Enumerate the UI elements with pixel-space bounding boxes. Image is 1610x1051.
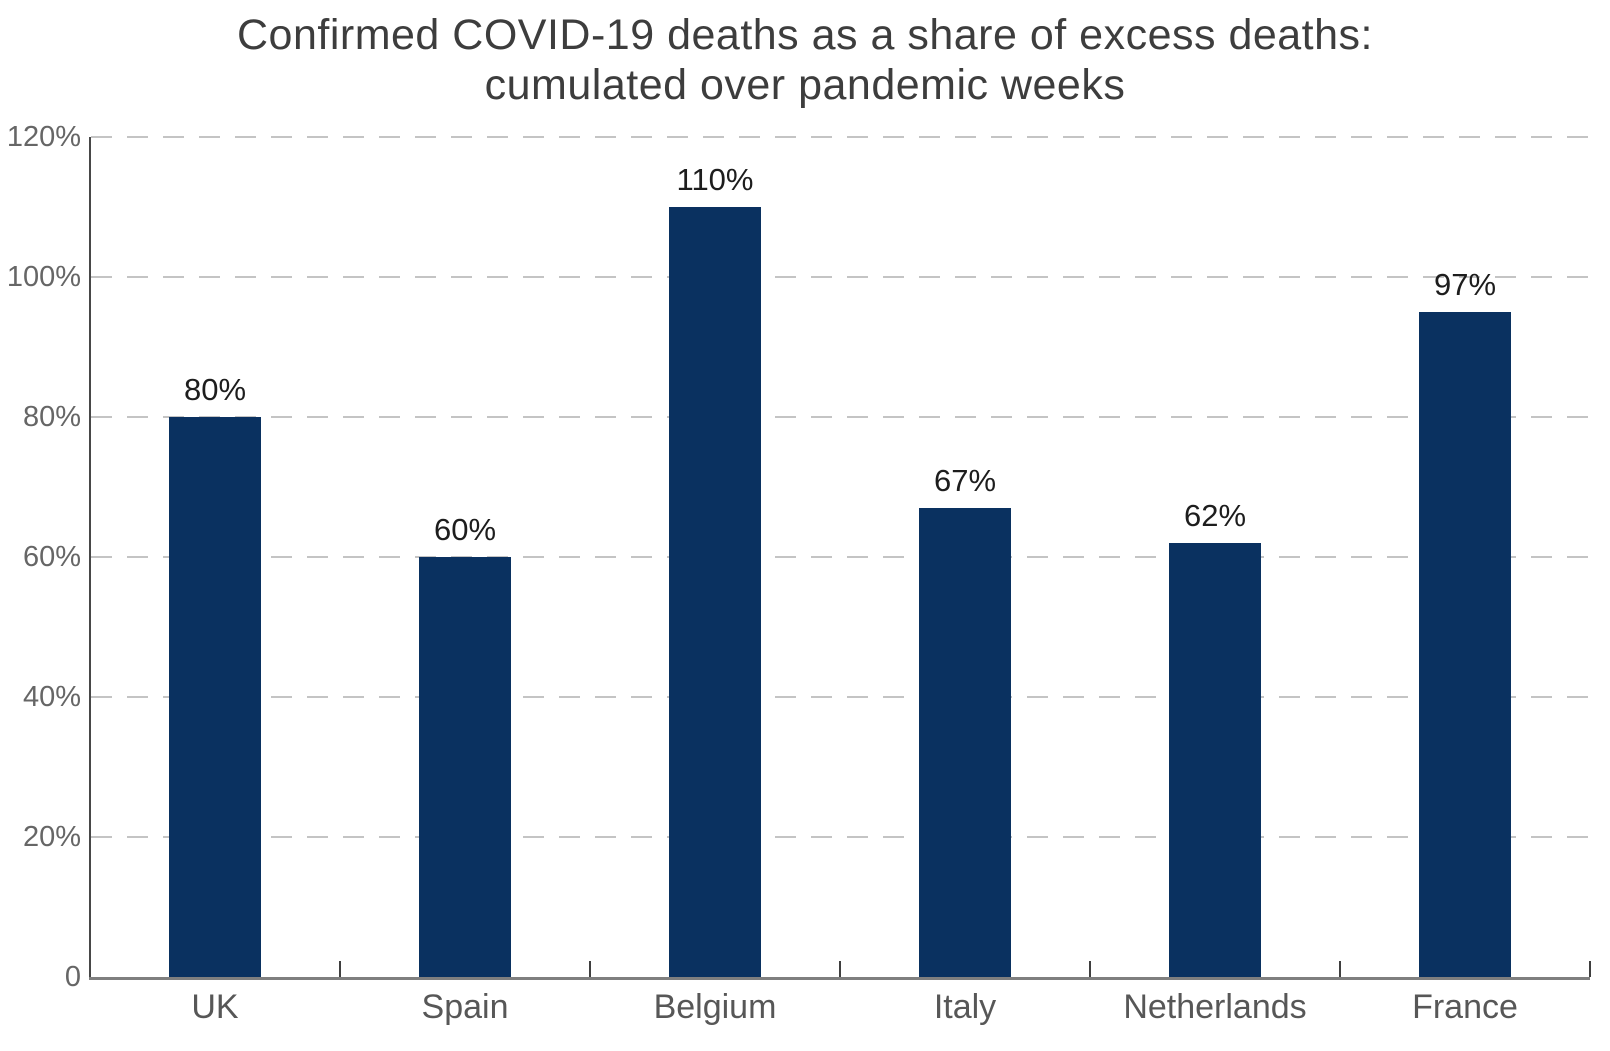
x-axis-end-tick (1589, 961, 1591, 977)
gridline-60 (91, 556, 1591, 558)
bar-uk (169, 417, 261, 977)
bar-belgium (669, 207, 761, 977)
y-axis-line (89, 137, 91, 980)
y-tick-label-80: 80% (22, 401, 81, 433)
bar-spain (419, 557, 511, 977)
x-tick-label-spain: Spain (421, 988, 509, 1026)
bar-value-label-spain: 60% (433, 512, 497, 547)
bar-netherlands (1169, 543, 1261, 977)
x-tick-label-italy: Italy (933, 988, 997, 1026)
chart-title-line-1: Confirmed COVID-19 deaths as a share of … (237, 11, 1373, 59)
chart-title: Confirmed COVID-19 deaths as a share of … (0, 10, 1610, 110)
x-axis-tick-4 (1089, 961, 1091, 977)
x-tick-label-france: France (1412, 988, 1518, 1026)
band-netherlands: 62% (1089, 137, 1340, 977)
band-belgium: 110% (589, 137, 840, 977)
plot-area: 120% 100% 80% 60% 40% 20% 0 80% 60% 110% 67% 62% 97% (7, 122, 1591, 992)
gridline-80 (91, 416, 1591, 418)
bar-value-label-italy: 67% (933, 463, 997, 498)
band-france: 97% (1339, 137, 1590, 977)
bar-italy (919, 508, 1011, 977)
x-axis-line (89, 977, 1590, 980)
y-tick-label-60: 60% (22, 541, 81, 573)
x-axis-tick-5 (1339, 961, 1341, 977)
y-tick-label-100: 100% (6, 261, 81, 293)
band-italy: 67% (839, 137, 1090, 977)
y-tick-label-20: 20% (22, 821, 81, 853)
x-axis-tick-2 (589, 961, 591, 977)
bar-france (1419, 312, 1511, 977)
gridline-20 (91, 836, 1591, 838)
band-spain: 60% (339, 137, 590, 977)
y-tick-label-40: 40% (22, 681, 81, 713)
chart-title-line-2: cumulated over pandemic weeks (484, 61, 1126, 109)
y-tick-label-0: 0 (64, 961, 81, 993)
gridline-100 (91, 276, 1591, 278)
x-axis-tick-3 (839, 961, 841, 977)
x-axis-tick-1 (339, 961, 341, 977)
bar-value-label-france: 97% (1433, 267, 1497, 302)
y-tick-label-120: 120% (6, 121, 81, 153)
x-tick-label-belgium: Belgium (653, 988, 777, 1026)
x-tick-label-uk: UK (191, 988, 239, 1026)
gridline-120 (91, 136, 1591, 138)
band-uk: 80% (90, 137, 340, 977)
bar-value-label-netherlands: 62% (1183, 498, 1247, 533)
x-tick-label-netherlands: Netherlands (1123, 988, 1307, 1026)
bar-value-label-belgium: 110% (676, 162, 754, 197)
gridline-40 (91, 696, 1591, 698)
bar-value-label-uk: 80% (183, 372, 247, 407)
